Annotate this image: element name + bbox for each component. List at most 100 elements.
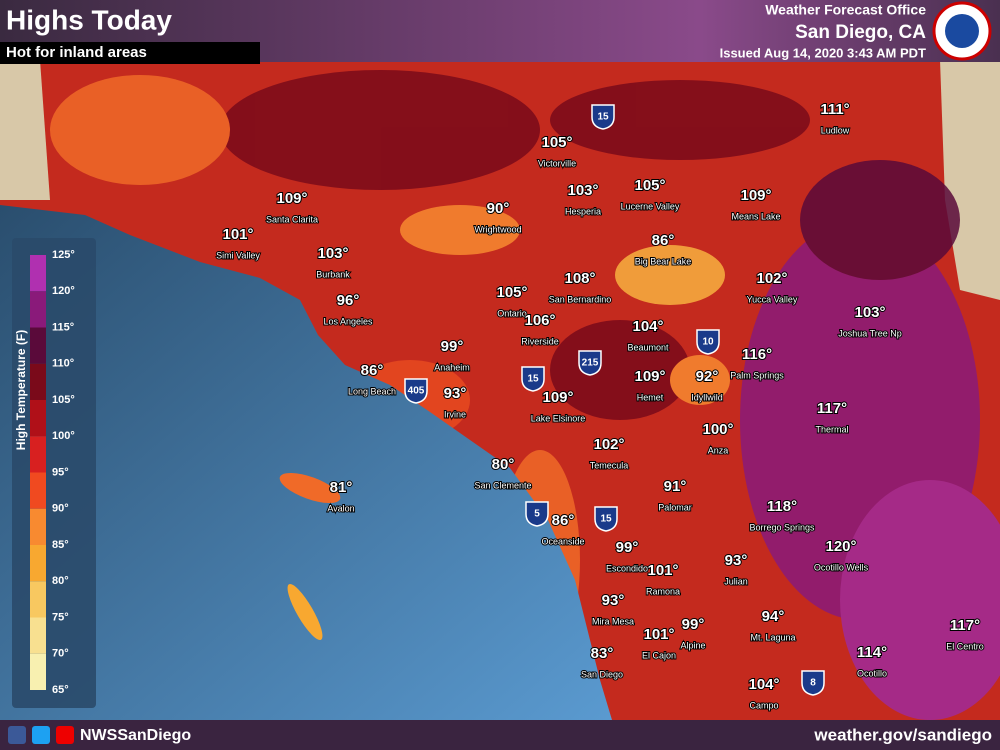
legend-swatch <box>30 508 46 545</box>
legend-tick: 115° <box>52 321 74 333</box>
city-temp: 92° <box>696 368 719 385</box>
highway-shield <box>404 378 428 404</box>
legend-tick: 110° <box>52 358 74 370</box>
city-temp: 116° <box>742 346 772 363</box>
highway-shield <box>696 329 720 355</box>
legend-swatch <box>30 291 46 328</box>
city-temp: 93° <box>602 592 625 609</box>
city-name: El Cajon <box>642 650 676 660</box>
city-name: Escondido <box>606 563 648 573</box>
city-name: Thermal <box>815 424 848 434</box>
legend-tick: 70° <box>52 648 69 660</box>
city-name: Palm Springs <box>730 370 784 380</box>
highway-shield <box>591 104 615 130</box>
legend-swatch <box>30 400 46 437</box>
city-name: Anaheim <box>434 362 470 372</box>
highway-number: 10 <box>702 337 714 348</box>
city-temp: 103° <box>317 245 348 262</box>
city-temp: 104° <box>632 318 663 335</box>
legend-swatch <box>30 472 46 509</box>
city-temp: 91° <box>664 478 687 495</box>
city-temp: 104° <box>748 676 779 693</box>
highway-number: 15 <box>527 374 539 385</box>
city-temp: 99° <box>441 338 464 355</box>
city-name: Yucca Valley <box>747 294 798 304</box>
city-name: Ocotillo Wells <box>814 562 869 572</box>
city-temp: 106° <box>524 312 555 329</box>
city-temp: 109° <box>276 190 307 207</box>
city-temp: 109° <box>542 389 573 406</box>
city-name: Burbank <box>316 269 350 279</box>
city-name: Irvine <box>444 409 466 419</box>
city-name: San Bernardino <box>549 294 612 304</box>
city-name: Simi Valley <box>216 250 260 260</box>
legend-tick: 65° <box>52 684 69 696</box>
city-temp: 102° <box>756 270 787 287</box>
city-name: San Clemente <box>474 480 531 490</box>
legend-tick: 105° <box>52 394 75 406</box>
highway-number: 15 <box>600 514 612 525</box>
city-name: Los Angeles <box>323 316 373 326</box>
legend-tick: 80° <box>52 575 69 587</box>
legend-tick: 125° <box>52 249 75 261</box>
legend-tick: 90° <box>52 503 69 515</box>
city-temp: 109° <box>740 187 771 204</box>
city-name: Hemet <box>637 392 664 402</box>
city-name: Alpine <box>680 640 705 650</box>
city-temp: 117° <box>817 400 847 417</box>
subtitle-bar <box>0 42 260 64</box>
city-temp: 86° <box>361 362 384 379</box>
city-name: Avalon <box>327 503 354 513</box>
subtitle: Hot for inland areas <box>6 44 147 61</box>
terrain <box>0 60 50 200</box>
legend-tick: 95° <box>52 466 69 478</box>
city-name: Victorville <box>538 158 576 168</box>
city-temp: 105° <box>541 134 572 151</box>
city-temp: 93° <box>444 385 467 402</box>
youtube-icon[interactable] <box>56 726 74 744</box>
highway-shield <box>525 501 549 527</box>
city-temp: 86° <box>652 232 675 249</box>
city-name: Beaumont <box>627 342 669 352</box>
title: Highs Today <box>6 4 172 35</box>
city-temp: 83° <box>591 645 614 662</box>
legend-tick: 75° <box>52 611 69 623</box>
city-name: Santa Clarita <box>266 214 318 224</box>
office: Weather Forecast Office <box>765 2 926 18</box>
city-name: Idyllwild <box>691 392 723 402</box>
city-name: Ludlow <box>821 125 850 135</box>
twitter-icon[interactable] <box>32 726 50 744</box>
city-temp: 102° <box>593 436 624 453</box>
legend-swatch <box>30 653 46 690</box>
city-name: Joshua Tree Np <box>838 328 902 338</box>
footer-bar <box>0 720 1000 750</box>
city-temp: 101° <box>643 626 674 643</box>
city-temp: 94° <box>762 608 785 625</box>
city-name: Oceanside <box>541 536 584 546</box>
legend-swatch <box>30 545 46 582</box>
city-name: Borrego Springs <box>749 522 815 532</box>
legend-tick: 100° <box>52 430 75 442</box>
city-name: Julian <box>724 576 748 586</box>
highway-number: 405 <box>408 386 425 397</box>
city-temp: 109° <box>634 368 665 385</box>
city-name: Ontario <box>497 308 527 318</box>
city-name: Big Bear Lake <box>635 256 692 266</box>
city-temp: 117° <box>950 617 980 634</box>
ocean <box>0 205 612 720</box>
city-temp: 100° <box>702 421 733 438</box>
legend-tick: 120° <box>52 285 75 297</box>
city-name: Lucerne Valley <box>621 201 680 211</box>
social-handle: NWSSanDiego <box>80 727 191 744</box>
city-name: Palomar <box>658 502 692 512</box>
issued: Issued Aug 14, 2020 3:43 AM PDT <box>720 45 926 60</box>
city-temp: 103° <box>567 182 598 199</box>
city-temp: 101° <box>222 226 253 243</box>
facebook-icon[interactable] <box>8 726 26 744</box>
city-name: Temecula <box>590 460 629 470</box>
logo <box>945 14 979 48</box>
legend-swatch <box>30 581 46 618</box>
city-temp: 93° <box>725 552 748 569</box>
city-name: Lake Elsinore <box>531 413 586 423</box>
city-temp: 96° <box>337 292 360 309</box>
